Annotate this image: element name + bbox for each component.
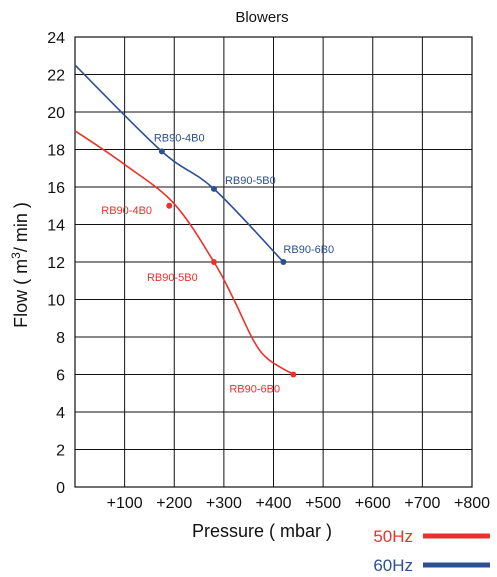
x-tick-labels: +100 +200 +300 +400 +500 +600 +700 +800 — [107, 495, 491, 512]
data-point — [210, 185, 217, 192]
y-tick-label: 12 — [47, 255, 65, 272]
x-tick-label: +700 — [404, 495, 440, 512]
y-tick-label: 16 — [47, 180, 65, 197]
y-axis-label-end: / min ) — [11, 202, 31, 252]
y-tick-label: 6 — [56, 368, 65, 385]
x-tick-label: +400 — [255, 495, 291, 512]
data-point — [210, 259, 217, 265]
y-axis-label: Flow ( m3/ min ) — [9, 202, 31, 328]
y-tick-label: 24 — [47, 30, 65, 47]
data-label: RB90-6B0 — [283, 244, 334, 256]
y-axis-label-main: Flow ( m — [11, 259, 31, 328]
x-tick-label: +300 — [206, 495, 242, 512]
legend-label: 60Hz — [373, 556, 413, 575]
y-axis-label-superscript: 3 — [9, 252, 23, 259]
x-tick-label: +200 — [156, 495, 192, 512]
y-tick-label: 0 — [56, 480, 65, 497]
chart-title: Blowers — [235, 9, 288, 26]
y-tick-label: 20 — [47, 105, 65, 122]
data-label: RB90-5B0 — [147, 272, 198, 284]
x-tick-label: +800 — [454, 495, 490, 512]
data-point — [166, 202, 173, 209]
data-label: RB90-5B0 — [225, 175, 276, 187]
series-50Hz: RB90-4B0 RB90-5B0 RB90-6B0 — [74, 130, 297, 396]
data-label: RB90-4B0 — [154, 132, 205, 144]
x-axis-label: Pressure ( mbar ) — [192, 521, 332, 541]
series-60Hz: RB90-4B0 RB90-5B0 RB90-6B0 — [74, 64, 334, 265]
data-point — [290, 371, 297, 378]
y-tick-label: 4 — [56, 405, 65, 422]
series-line — [74, 130, 294, 376]
y-tick-label: 18 — [47, 143, 65, 160]
data-point — [158, 148, 165, 155]
data-point — [280, 259, 287, 265]
grid — [75, 37, 472, 487]
plot-frame — [74, 36, 473, 488]
y-tick-label: 10 — [47, 293, 65, 310]
x-tick-label: +100 — [107, 495, 143, 512]
y-tick-label: 8 — [56, 330, 65, 347]
legend: 50Hz 60Hz — [373, 527, 490, 575]
y-tick-label: 2 — [56, 443, 65, 460]
series-layer: RB90-4B0 RB90-5B0 RB90-6B0 RB90-4B0 RB90-5B0… — [74, 64, 334, 396]
y-tick-label: 22 — [47, 68, 65, 85]
data-label: RB90-4B0 — [101, 205, 152, 217]
x-tick-label: +600 — [355, 495, 391, 512]
x-tick-label: +500 — [305, 495, 341, 512]
data-label: RB90-6B0 — [229, 384, 280, 396]
series-line — [74, 64, 284, 263]
y-tick-label: 14 — [47, 218, 65, 235]
legend-label: 50Hz — [373, 527, 413, 546]
